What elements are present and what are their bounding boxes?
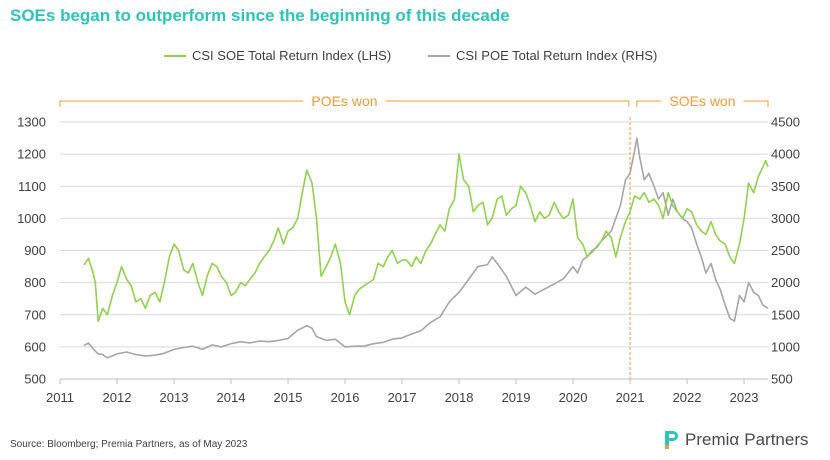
y-right-tick-label: 3000 <box>771 211 800 226</box>
y-left-tick-label: 900 <box>24 243 46 258</box>
x-tick-label: 2011 <box>46 390 74 405</box>
annotation-label-1: POEs won <box>311 93 377 109</box>
y-right-tick-label: 2500 <box>771 243 800 258</box>
y-left-tick-label: 700 <box>24 307 46 322</box>
y-left-tick-label: 500 <box>24 372 46 387</box>
chart-title: SOEs began to outperform since the begin… <box>10 6 510 25</box>
annotation-bracket-2 <box>636 100 769 107</box>
series-line-soe <box>83 153 769 322</box>
x-tick-label: 2018 <box>445 390 474 405</box>
y-right-tick-label: 1500 <box>771 307 800 322</box>
x-tick-label: 2023 <box>730 390 759 405</box>
legend: CSI SOE Total Return Index (LHS) CSI POE… <box>0 48 830 68</box>
annotation-label-2: SOEs won <box>669 93 735 109</box>
brand-logo: Premiα Partners <box>662 429 808 451</box>
premia-logo-icon <box>665 431 678 449</box>
x-tick-label: 2019 <box>502 390 531 405</box>
x-tick-label: 2013 <box>160 390 189 405</box>
x-tick-label: 2012 <box>103 390 132 405</box>
source-note: Source: Bloomberg; Premia Partners, as o… <box>10 439 248 450</box>
legend-item-soe: CSI SOE Total Return Index (LHS) <box>164 48 391 63</box>
series-line-poe <box>83 137 769 359</box>
legend-label-soe: CSI SOE Total Return Index (LHS) <box>192 48 392 63</box>
y-right-tick-label: 4500 <box>771 115 800 130</box>
x-tick-label: 2020 <box>559 390 588 405</box>
x-tick-label: 2017 <box>388 390 417 405</box>
y-right-tick-label: 2000 <box>771 275 800 290</box>
y-right-tick-label: 1000 <box>771 339 800 354</box>
y-left-tick-label: 600 <box>24 339 46 354</box>
legend-item-poe: CSI POE Total Return Index (RHS) <box>428 48 657 63</box>
x-tick-label: 2016 <box>331 390 360 405</box>
y-left-tick-label: 1200 <box>17 147 46 162</box>
logo-name-1: Premiα <box>685 430 740 449</box>
y-right-tick-label: 500 <box>771 372 793 387</box>
y-left-tick-label: 1000 <box>17 211 46 226</box>
annotation-bracket-1 <box>59 100 630 107</box>
x-tick-label: 2021 <box>616 390 645 405</box>
y-left-tick-label: 1100 <box>18 179 46 194</box>
y-left-tick-label: 800 <box>24 275 46 290</box>
y-left-tick-label: 1300 <box>17 115 46 130</box>
legend-swatch-poe <box>428 54 450 57</box>
y-right-tick-label: 3500 <box>771 179 800 194</box>
x-tick-label: 2022 <box>673 390 702 405</box>
x-tick-label: 2015 <box>274 390 303 405</box>
legend-label-poe: CSI POE Total Return Index (RHS) <box>456 48 658 63</box>
y-right-tick-label: 4000 <box>771 147 800 162</box>
legend-swatch-soe <box>164 54 186 57</box>
logo-name-2: Partners <box>744 430 809 449</box>
x-tick-label: 2014 <box>217 390 246 405</box>
